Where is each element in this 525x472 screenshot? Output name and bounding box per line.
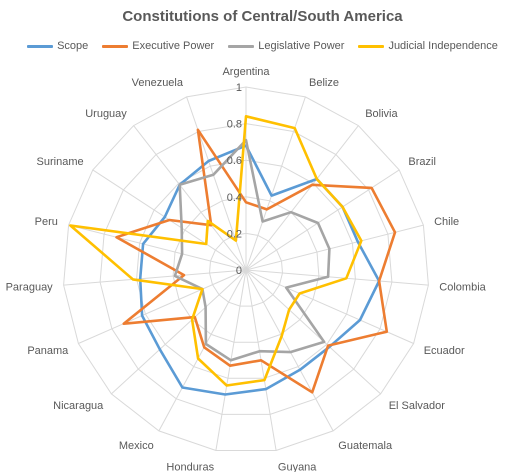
- category-label-peru: Peru: [35, 216, 58, 228]
- legend-label: Scope: [57, 40, 89, 52]
- category-label-guatemala: Guatemala: [338, 440, 393, 452]
- legend-swatch: [228, 44, 255, 48]
- legend-swatch: [102, 44, 129, 48]
- category-label-colombia: Colombia: [439, 281, 486, 293]
- grid-ring: [208, 232, 284, 307]
- legend-label: Legislative Power: [258, 40, 345, 52]
- grid-ring: [63, 86, 429, 451]
- series-line-legislative-power: [173, 138, 331, 362]
- category-label-suriname: Suriname: [37, 156, 84, 168]
- legend-swatch: [27, 44, 54, 48]
- grid-spoke: [133, 125, 247, 271]
- tick-label: 0.6: [227, 155, 242, 167]
- category-label-mexico: Mexico: [119, 440, 154, 452]
- tick-label: 1: [236, 82, 242, 94]
- grid-spoke: [78, 269, 247, 344]
- labels: 0 0.2 0.4 0.6 0.8 1 Argentina Belize Bolivia Braz…: [6, 66, 487, 472]
- legend-item-legislative-power: Legislative Power: [228, 40, 344, 52]
- category-label-paraguay: Paraguay: [6, 281, 54, 293]
- category-label-el-salvador: El Salvador: [389, 400, 446, 412]
- tick-label: 0.4: [227, 192, 242, 204]
- series-layer: [69, 115, 397, 396]
- grid-spoke: [245, 269, 381, 395]
- category-label-panama: Panama: [27, 345, 69, 357]
- legend: Scope Executive Power Legislative Power Jud…: [0, 40, 525, 52]
- grid-spoke: [245, 96, 306, 271]
- category-label-venezuela: Venezuela: [132, 77, 184, 89]
- grid-spoke: [245, 269, 334, 432]
- tick-label: 0.8: [227, 119, 242, 131]
- category-label-honduras: Honduras: [166, 461, 214, 472]
- grid-spoke: [245, 125, 359, 271]
- category-label-ecuador: Ecuador: [424, 345, 465, 357]
- legend-label: Executive Power: [132, 40, 215, 52]
- series-line-judicial-independence: [69, 115, 363, 387]
- legend-item-judicial-independence: Judicial Independence: [358, 40, 498, 52]
- category-label-brazil: Brazil: [408, 156, 436, 168]
- grid-spoke: [63, 269, 247, 286]
- grid-spoke: [68, 224, 247, 271]
- legend-swatch: [358, 44, 385, 48]
- grid-spoke: [245, 224, 424, 271]
- grid-spoke: [158, 269, 247, 432]
- grid-ring: [136, 159, 356, 379]
- legend-item-executive-power: Executive Power: [102, 40, 214, 52]
- grid: [63, 86, 429, 451]
- category-label-guyana: Guyana: [278, 461, 317, 472]
- chart-title: Constitutions of Central/South America: [122, 8, 403, 25]
- legend-item-scope: Scope: [27, 40, 88, 52]
- category-label-bolivia: Bolivia: [365, 108, 398, 120]
- category-label-belize: Belize: [309, 77, 339, 89]
- category-label-argentina: Argentina: [222, 66, 270, 78]
- series-line-executive-power: [115, 128, 397, 394]
- category-label-uruguay: Uruguay: [85, 108, 127, 120]
- category-label-chile: Chile: [434, 216, 459, 228]
- grid-ring: [99, 123, 393, 415]
- tick-label: 0.2: [227, 228, 242, 240]
- grid-spoke: [245, 269, 414, 344]
- category-label-nicaragua: Nicaragua: [53, 400, 104, 412]
- legend-label: Judicial Independence: [388, 40, 498, 52]
- tick-label: 0: [236, 265, 242, 277]
- grid-spoke: [245, 169, 400, 271]
- grid-spoke: [111, 269, 247, 395]
- grid-spoke: [245, 269, 429, 286]
